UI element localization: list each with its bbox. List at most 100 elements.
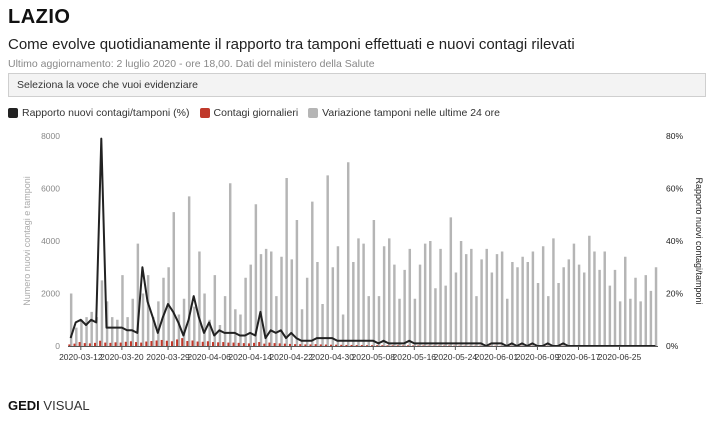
cases-bar (83, 343, 86, 346)
y-tick-label-right: 0% (666, 341, 679, 351)
tests-bar (352, 262, 355, 346)
tests-bar (100, 280, 104, 346)
cases-bar (406, 345, 409, 347)
x-tick-label: 2020-06-17 (557, 352, 601, 362)
y-tick-label-left: 0 (55, 341, 60, 351)
x-tick-label: 2020-05-24 (434, 352, 478, 362)
tests-bar (593, 251, 596, 346)
tests-bar (588, 235, 591, 346)
y-tick-label-right: 80% (666, 131, 683, 141)
x-tick-label: 2020-04-22 (269, 352, 313, 362)
cases-bar (314, 344, 317, 346)
cases-bar (165, 340, 168, 346)
page-subtitle: Come evolve quotidianamente il rapporto … (8, 36, 575, 53)
tests-bar (572, 243, 576, 346)
cases-bar (104, 342, 107, 346)
cases-bar (232, 342, 235, 346)
tests-bar (562, 267, 565, 346)
tests-bar (321, 304, 324, 346)
cases-bar (324, 344, 327, 346)
cases-bar (345, 344, 348, 346)
tests-bar (218, 325, 222, 346)
tests-bar (367, 296, 370, 346)
tests-bar (470, 248, 473, 346)
cases-bar (335, 344, 338, 346)
tests-bar (418, 264, 422, 346)
tests-bar (331, 267, 335, 346)
cases-bar (268, 342, 271, 346)
tests-bar (654, 267, 658, 346)
tests-bar (500, 251, 504, 346)
tests-bar (613, 269, 617, 346)
tests-bar (444, 285, 447, 346)
cases-bar (253, 342, 256, 346)
update-timestamp: Ultimo aggiornamento: 2 luglio 2020 - or… (8, 58, 375, 70)
tests-bar (495, 254, 499, 346)
cases-bar (247, 343, 250, 346)
x-tick-label: 2020-04-30 (310, 352, 354, 362)
tests-bar (187, 196, 191, 346)
tests-bar (95, 317, 99, 346)
cases-bar (160, 339, 163, 346)
tests-bar (336, 246, 340, 346)
cases-bar (78, 342, 81, 346)
x-tick-label: 2020-03-20 (100, 352, 144, 362)
cases-bar (355, 345, 358, 346)
tests-bar (377, 296, 381, 346)
tests-bar (434, 288, 437, 346)
cases-bar (273, 343, 276, 346)
legend-item-ratio[interactable]: Rapporto nuovi contagi/tamponi (%) (8, 107, 190, 119)
y-tick-label-left: 6000 (41, 184, 60, 194)
tests-bar (459, 241, 463, 346)
tests-bar (541, 246, 545, 346)
tests-bar (649, 290, 653, 346)
tests-bar (193, 306, 196, 346)
tests-bar (475, 296, 478, 346)
cases-bar (109, 342, 112, 346)
x-tick-label: 2020-06-09 (516, 352, 560, 362)
tests-bar (141, 293, 145, 346)
series-selector[interactable]: Seleziona la voce che vuoi evidenziare (8, 73, 706, 97)
tests-bar (603, 251, 606, 346)
tests-bar (285, 178, 288, 346)
tests-bar (454, 272, 458, 346)
legend-item-cases[interactable]: Contagi giornalieri (199, 107, 298, 119)
x-tick-label: 2020-03-29 (146, 352, 190, 362)
legend-label-tests: Variazione tamponi nelle ultime 24 ore (322, 107, 500, 119)
cases-bar (237, 342, 240, 346)
tests-bar (480, 259, 483, 346)
tests-bar (521, 256, 524, 346)
cases-bar (371, 345, 374, 347)
tests-bar (249, 264, 252, 346)
legend-swatch-tests (308, 108, 319, 118)
tests-bar (223, 296, 227, 346)
tests-bar (403, 269, 406, 346)
tests-bar (506, 298, 509, 346)
legend-item-tests[interactable]: Variazione tamponi nelle ultime 24 ore (308, 107, 500, 119)
cases-bar (401, 345, 404, 347)
cases-bar (145, 341, 148, 346)
cases-bar (422, 345, 425, 347)
tests-bar (90, 311, 93, 346)
tests-bar (634, 277, 637, 346)
tests-bar (157, 301, 160, 346)
tests-bar (629, 298, 632, 346)
cases-bar (124, 341, 127, 346)
legend-swatch-ratio (8, 108, 18, 118)
gedi-visual-logo: GEDI VISUAL (8, 398, 90, 413)
tests-bar (326, 175, 329, 346)
cases-bar (150, 341, 153, 346)
cases-bar (217, 342, 220, 346)
x-tick-label: 2020-03-12 (59, 352, 103, 362)
tests-bar (423, 243, 427, 346)
tests-bar (213, 275, 217, 346)
cases-bar (299, 344, 302, 346)
x-tick-label: 2020-04-06 (187, 352, 231, 362)
y-tick-label-left: 8000 (41, 131, 60, 141)
y-axis-label-right: Rapporto nuovi contagi/tamponi (694, 177, 704, 304)
tests-bar (131, 298, 134, 346)
cases-bar (201, 341, 204, 346)
cases-bar (206, 341, 209, 346)
tests-bar (382, 246, 386, 346)
